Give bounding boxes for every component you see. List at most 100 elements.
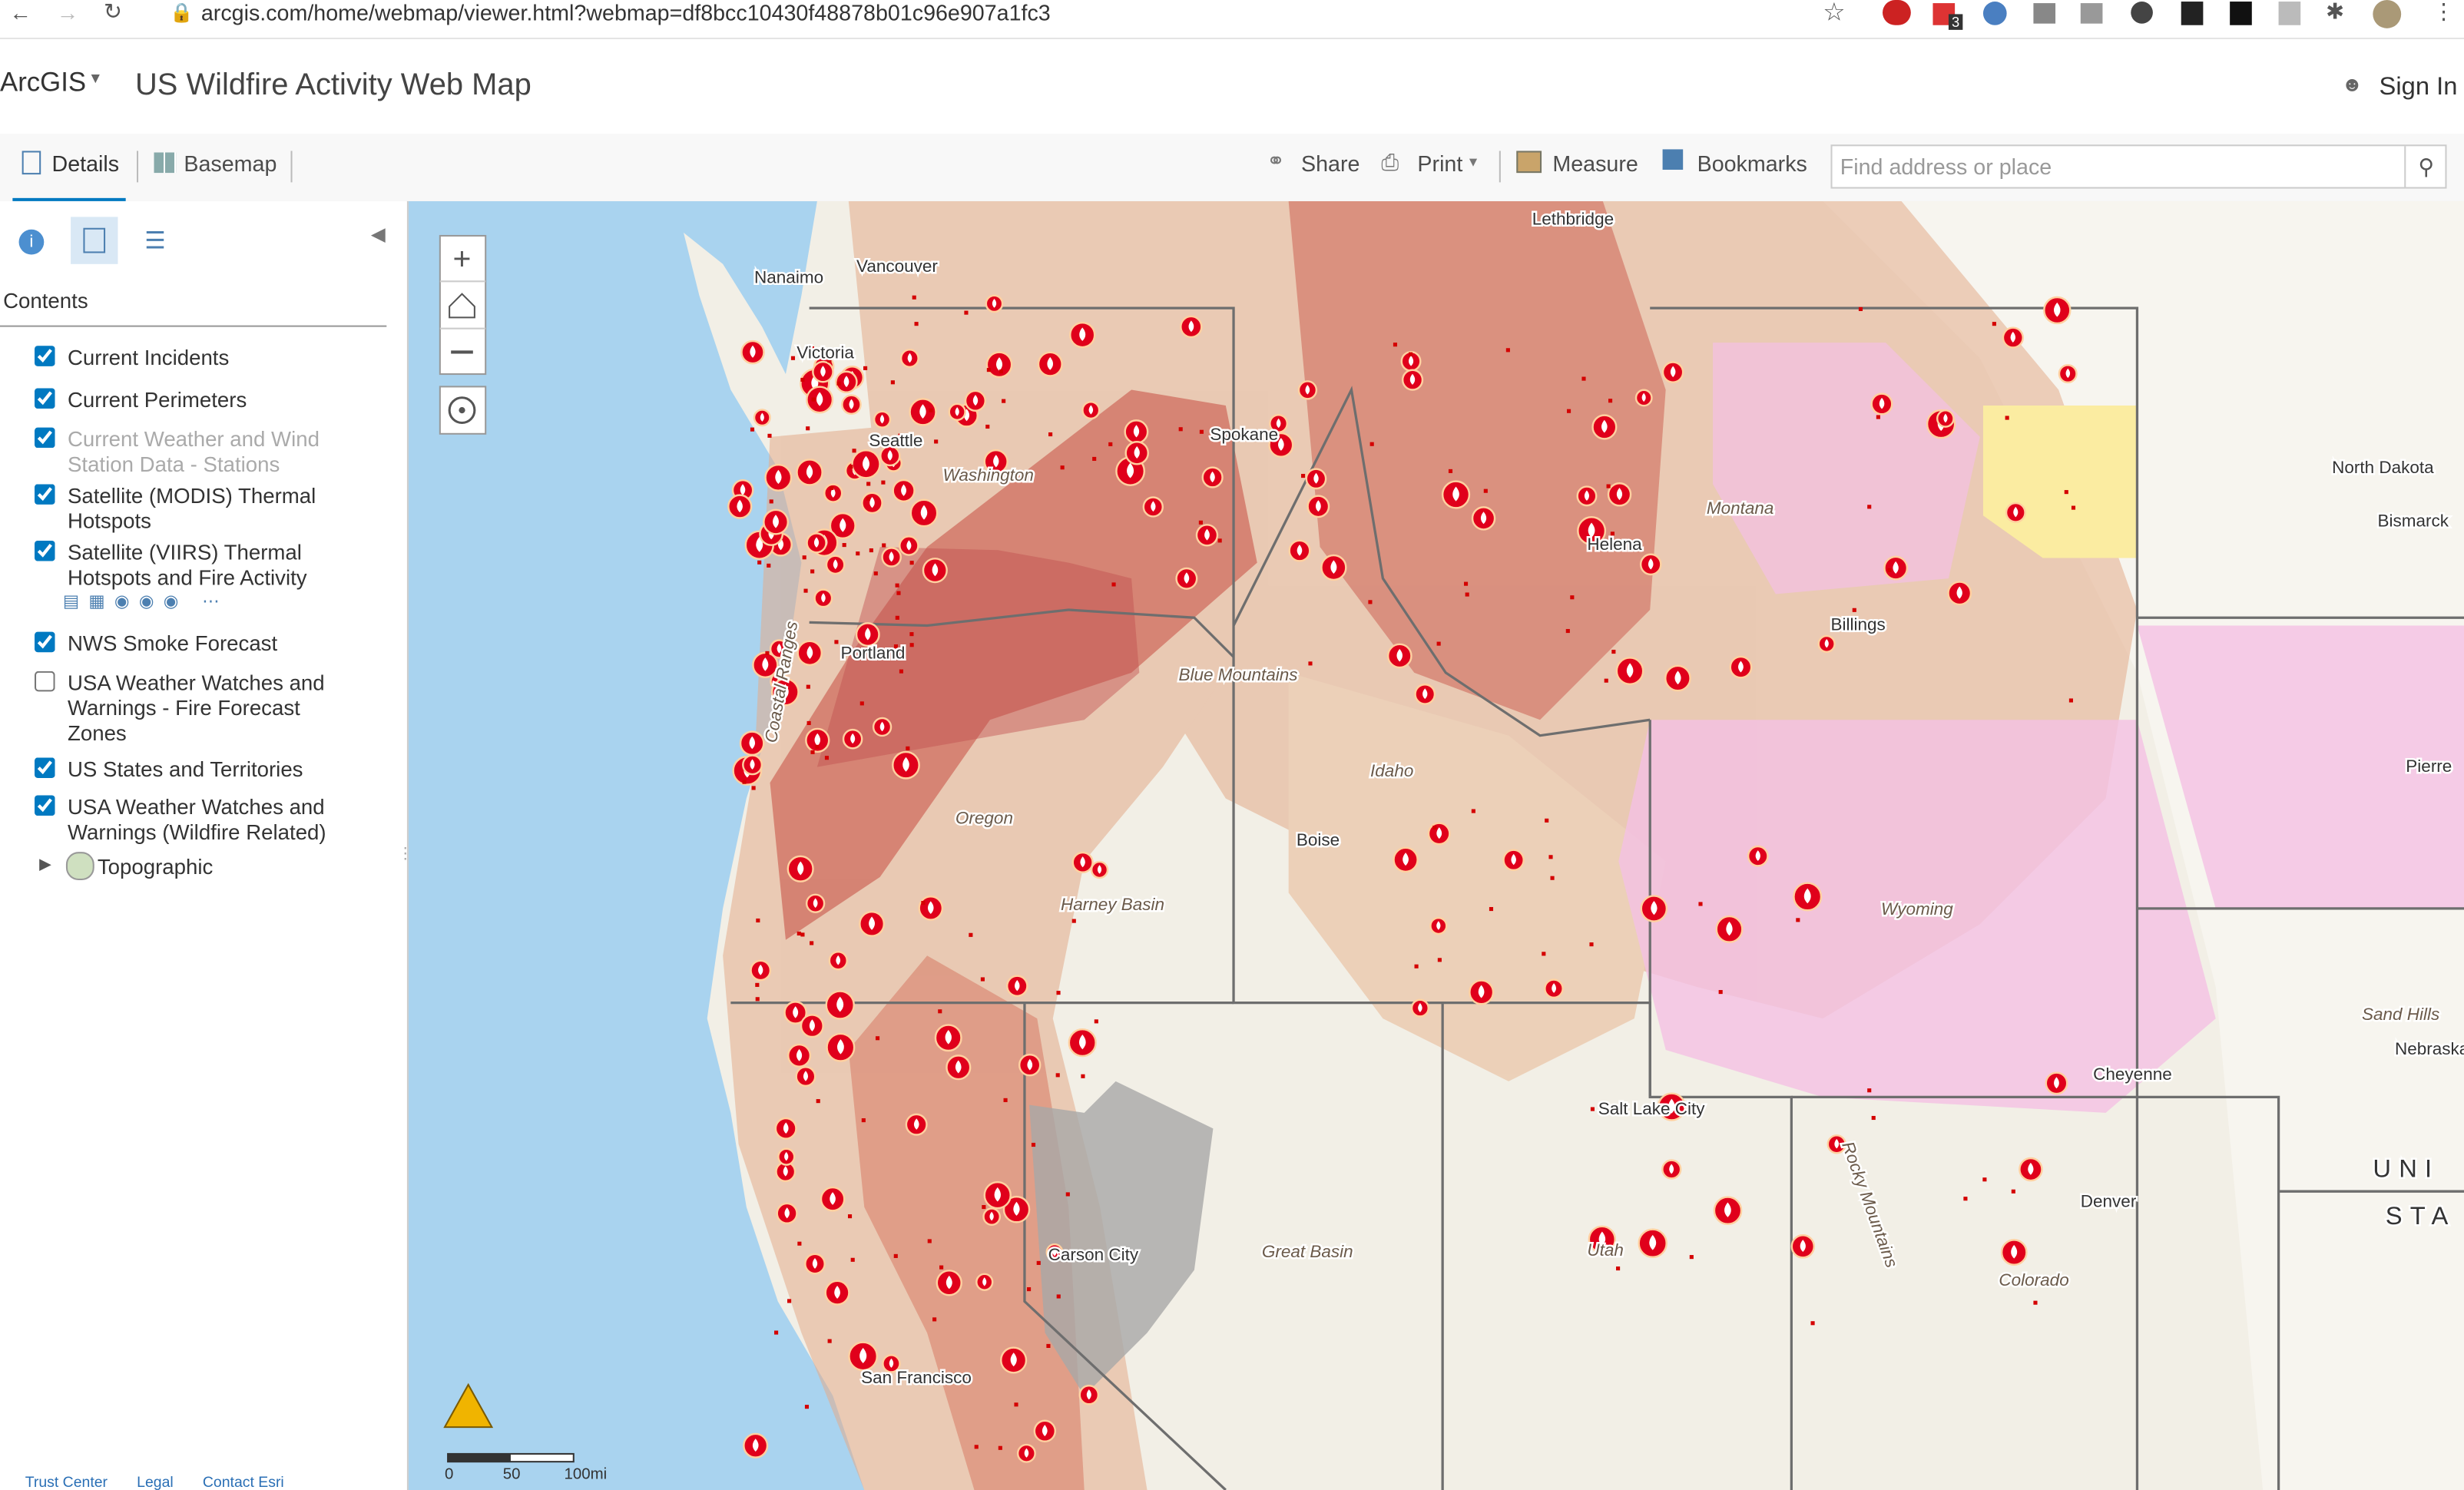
layer-checkbox[interactable] [35, 631, 55, 653]
hotspot [1550, 876, 1555, 880]
hotspot [1094, 1019, 1098, 1024]
fire-icon [1204, 528, 1210, 541]
extension-icon[interactable] [1883, 0, 1911, 25]
basemap-layer[interactable]: Topographic [97, 855, 214, 879]
extension-icon[interactable] [2131, 2, 2153, 24]
bookmarks-button[interactable]: Bookmarks [1697, 151, 1807, 177]
contents-button[interactable] [71, 217, 118, 264]
fire-icon [1408, 356, 1414, 366]
map[interactable]: Vancouver Nanaimo Victoria Seattle Washi… [408, 200, 2464, 1490]
layer-label[interactable]: USA Weather Watches and Warnings (Wildfi… [67, 795, 326, 844]
menu-button[interactable]: ⋮ [2433, 0, 2455, 24]
details-tab[interactable]: Details [12, 134, 126, 201]
layer-label[interactable]: Satellite (MODIS) Thermal Hotspots [67, 484, 316, 533]
hotspot [882, 543, 886, 548]
hotspot [1217, 538, 1222, 543]
layer-checkbox[interactable] [35, 757, 55, 778]
hotspot [806, 684, 810, 689]
search-placeholder[interactable]: Find address or place [1840, 154, 2052, 180]
hotspot [985, 424, 990, 429]
fire-icon [1313, 472, 1319, 484]
print-caret[interactable]: ▾ [1469, 154, 1478, 172]
map-label: Pierre [2406, 757, 2452, 776]
fire-icon [849, 399, 854, 409]
hotspot [769, 499, 773, 504]
extension-icon[interactable] [2278, 2, 2301, 25]
extension-icon[interactable] [1982, 2, 2007, 25]
extension-icon[interactable] [2230, 2, 2252, 25]
search-box[interactable]: Find address or place ⚲ [1830, 144, 2447, 189]
footer-link[interactable]: Legal [137, 1474, 174, 1490]
layer-label[interactable]: Current Perimeters [67, 388, 247, 412]
hotspot [824, 756, 830, 760]
hotspot [954, 470, 959, 475]
layer-label[interactable]: NWS Smoke Forecast [67, 631, 278, 656]
about-button[interactable]: i [18, 229, 45, 255]
layer-label[interactable]: Current Weather and Wind Station Data - … [67, 427, 320, 477]
collapse-button[interactable]: ◀ [370, 223, 386, 246]
layer-label[interactable]: Current Incidents [67, 346, 230, 369]
hotspot [810, 750, 815, 754]
footer-link[interactable]: Trust Center [25, 1474, 108, 1490]
fire-icon [773, 515, 779, 528]
fire-icon [1436, 827, 1442, 839]
star-icon[interactable]: ☆ [1823, 0, 1846, 27]
hotspot [810, 941, 814, 945]
reload-button[interactable]: ↻ [104, 0, 123, 24]
basemap-button[interactable]: Basemap [184, 151, 277, 177]
fire-icon [972, 395, 979, 406]
layer-label[interactable]: US States and Territories [67, 757, 303, 782]
print-button[interactable]: Print [1417, 151, 1463, 177]
layer-checkbox[interactable] [35, 388, 55, 409]
expand-arrow[interactable]: ▶ [39, 856, 51, 874]
fire-icon [760, 412, 764, 422]
forecast-zone [1618, 720, 2216, 1113]
fire-icon [850, 733, 856, 744]
hotspot [909, 632, 914, 637]
layer-checkbox[interactable] [35, 540, 55, 561]
locate-button[interactable] [448, 396, 476, 425]
layer-checkbox[interactable] [35, 670, 55, 692]
layer-checkbox[interactable] [35, 427, 55, 449]
url[interactable]: arcgis.com/home/webmap/viewer.html?webma… [200, 0, 1051, 25]
sidebar: i ☰ ◀ Contents Current Incidents Current … [0, 200, 413, 1490]
measure-button[interactable]: Measure [1552, 151, 1638, 177]
layer-checkbox[interactable] [35, 795, 55, 816]
extensions-button[interactable]: ✱ [2325, 0, 2344, 24]
forward-button[interactable]: → [56, 0, 79, 25]
sign-in[interactable]: Sign In [2379, 74, 2458, 101]
profile-avatar[interactable] [2373, 0, 2402, 28]
share-button[interactable]: Share [1301, 151, 1360, 177]
home-button[interactable] [449, 293, 475, 319]
footer-link[interactable]: Contact Esri [202, 1474, 284, 1490]
extension-icon[interactable] [2080, 3, 2103, 24]
app-menu[interactable]: ArcGIS [0, 67, 87, 98]
legend-button[interactable]: ☰ [144, 227, 166, 255]
details-label[interactable]: Details [51, 151, 120, 177]
layer-item: Current Incidents [35, 346, 349, 371]
fire-icon [762, 657, 769, 671]
app-header: ArcGIS ▾ US Wildfire Activity Web Map ☻ … [0, 39, 2464, 134]
fire-icon [1668, 1098, 1675, 1114]
fire-icon [784, 1207, 790, 1219]
layer-label[interactable]: USA Weather Watches and Warnings - Fire … [67, 670, 325, 745]
extension-icon[interactable] [2033, 3, 2056, 24]
fire-icon [1276, 418, 1281, 429]
layer-checkbox[interactable] [35, 346, 55, 366]
layer-checkbox[interactable] [35, 484, 55, 505]
search-button[interactable]: ⚲ [2404, 146, 2446, 187]
map-label: Colorado [1999, 1270, 2068, 1290]
fire-icon [793, 1006, 799, 1018]
layer-tools[interactable]: ▤▦◉◉◉ ⋯ [62, 592, 229, 612]
hotspot [751, 786, 756, 790]
hotspot [800, 377, 805, 382]
app-menu-caret[interactable]: ▾ [91, 69, 100, 88]
fire-icon [2053, 302, 2061, 317]
zoom-in[interactable]: + [453, 241, 472, 276]
warning-button[interactable] [443, 1382, 494, 1429]
extension-icon[interactable] [2181, 2, 2204, 25]
fire-icon [993, 455, 999, 468]
back-button[interactable]: ← [9, 0, 31, 25]
fire-icon [796, 1048, 803, 1061]
layer-label[interactable]: Satellite (VIIRS) Thermal Hotspots and F… [67, 540, 307, 590]
